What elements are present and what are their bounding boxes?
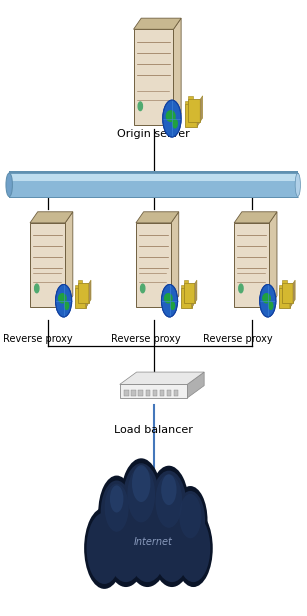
Circle shape — [179, 494, 201, 538]
Ellipse shape — [268, 301, 274, 310]
Text: Reverse proxy: Reverse proxy — [111, 334, 180, 344]
Bar — [279, 285, 283, 288]
Ellipse shape — [58, 293, 67, 304]
Ellipse shape — [262, 293, 271, 304]
Bar — [279, 288, 290, 308]
Polygon shape — [30, 212, 73, 223]
Bar — [124, 390, 129, 396]
Circle shape — [152, 502, 192, 582]
Ellipse shape — [6, 173, 12, 197]
Bar — [185, 101, 190, 105]
Ellipse shape — [172, 118, 178, 129]
Text: Load balancer: Load balancer — [114, 425, 193, 435]
Polygon shape — [290, 285, 292, 308]
Circle shape — [127, 467, 155, 522]
Bar — [120, 384, 187, 398]
Bar — [146, 390, 150, 396]
Circle shape — [123, 463, 160, 537]
Bar — [136, 223, 171, 307]
Circle shape — [87, 513, 122, 584]
Circle shape — [149, 466, 189, 547]
Polygon shape — [269, 212, 277, 307]
Text: Internet: Internet — [134, 537, 173, 547]
Bar — [160, 390, 164, 396]
Bar — [185, 104, 197, 127]
Circle shape — [106, 502, 146, 582]
Bar — [78, 283, 89, 303]
Bar — [134, 30, 173, 125]
Bar — [138, 390, 143, 396]
Circle shape — [151, 471, 187, 542]
Circle shape — [174, 509, 213, 587]
Bar — [78, 280, 82, 283]
Bar — [153, 390, 157, 396]
Circle shape — [176, 491, 205, 550]
Polygon shape — [234, 212, 277, 223]
Bar — [167, 390, 171, 396]
Circle shape — [161, 285, 178, 317]
Polygon shape — [134, 18, 181, 30]
Bar — [9, 173, 298, 197]
Bar — [188, 96, 193, 99]
Circle shape — [177, 514, 210, 582]
Bar — [131, 390, 136, 396]
Circle shape — [156, 474, 182, 528]
Text: Reverse proxy: Reverse proxy — [203, 334, 272, 344]
Circle shape — [123, 491, 171, 587]
Bar — [181, 285, 185, 288]
Circle shape — [150, 497, 194, 587]
Ellipse shape — [164, 293, 173, 304]
Circle shape — [161, 474, 177, 505]
Polygon shape — [192, 285, 194, 308]
Circle shape — [239, 284, 243, 293]
Bar — [9, 174, 298, 181]
Circle shape — [110, 485, 123, 513]
Bar — [234, 223, 269, 307]
Bar — [174, 390, 178, 396]
Circle shape — [138, 102, 142, 111]
Bar — [184, 280, 188, 283]
Circle shape — [132, 465, 150, 502]
Circle shape — [84, 508, 125, 589]
Polygon shape — [89, 280, 91, 303]
Polygon shape — [120, 372, 204, 384]
Ellipse shape — [64, 301, 69, 310]
Bar — [184, 283, 195, 303]
Ellipse shape — [165, 110, 176, 122]
Polygon shape — [86, 285, 88, 308]
Circle shape — [120, 458, 162, 542]
Circle shape — [173, 486, 208, 555]
Polygon shape — [293, 280, 295, 303]
Bar — [9, 171, 298, 198]
Circle shape — [35, 284, 39, 293]
Polygon shape — [173, 18, 181, 125]
Bar — [75, 288, 86, 308]
Circle shape — [260, 285, 276, 317]
Circle shape — [141, 284, 145, 293]
Text: Origin server: Origin server — [117, 129, 190, 139]
Circle shape — [98, 476, 135, 549]
Circle shape — [101, 480, 133, 545]
Text: Reverse proxy: Reverse proxy — [3, 334, 73, 344]
Polygon shape — [171, 212, 179, 307]
Circle shape — [163, 100, 181, 137]
Circle shape — [126, 496, 169, 582]
Polygon shape — [200, 96, 203, 122]
Bar — [181, 288, 192, 308]
Bar — [282, 280, 286, 283]
Polygon shape — [195, 280, 197, 303]
Circle shape — [105, 484, 129, 532]
Polygon shape — [197, 101, 200, 127]
Bar — [188, 99, 200, 122]
Circle shape — [103, 497, 148, 587]
Polygon shape — [187, 372, 204, 398]
Polygon shape — [65, 212, 73, 307]
Bar — [75, 285, 79, 288]
Circle shape — [56, 285, 72, 317]
Bar — [30, 223, 65, 307]
Bar — [282, 283, 293, 303]
Ellipse shape — [170, 301, 175, 310]
Ellipse shape — [295, 173, 301, 197]
Polygon shape — [136, 212, 179, 223]
